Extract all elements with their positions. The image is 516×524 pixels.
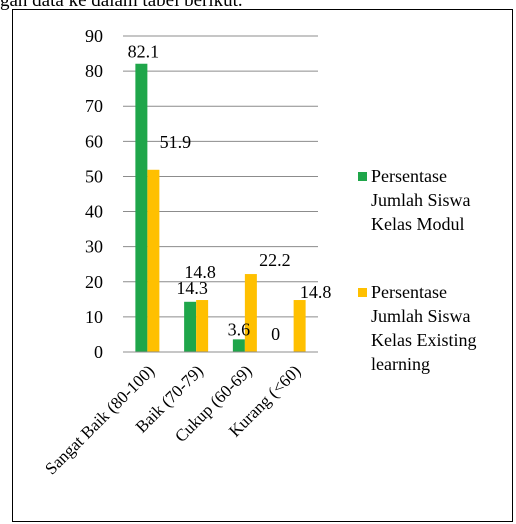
x-axis-category-labels: Sangat Baik (80-100)Baik (70-79)Cukup (6… (41, 361, 304, 478)
data-label-2-3: 22.2 (259, 250, 291, 270)
legend-label-line: Kelas Modul (371, 214, 465, 234)
legend-label-line: Kelas Existing (371, 330, 477, 350)
data-label-1-4: 0 (271, 324, 280, 344)
legend-swatch-1 (358, 172, 367, 181)
data-label-1-1: 82.1 (128, 42, 160, 62)
legend-swatch-2 (358, 288, 367, 297)
legend-label-line: learning (371, 354, 430, 374)
bars (135, 63, 306, 352)
y-axis-tick-labels: 0 10 20 30 40 50 60 70 80 90 (85, 26, 103, 362)
y-tick-label: 50 (85, 166, 103, 186)
y-tick-label: 70 (85, 96, 103, 116)
data-label-2-2: 14.8 (184, 262, 216, 282)
data-label-1-2: 14.3 (176, 278, 208, 298)
y-tick-label: 40 (85, 202, 103, 222)
y-tick-label: 20 (85, 272, 103, 292)
bar-1-1 (135, 63, 148, 352)
legend-label-line: Persentase (371, 282, 447, 302)
chart-frame (12, 9, 513, 522)
data-label-2-1: 51.9 (160, 132, 192, 152)
bar-2-3 (244, 274, 257, 352)
legend-label-line: Jumlah Siswa (371, 190, 471, 210)
y-tick-label: 10 (85, 307, 103, 327)
data-label-2-4: 14.8 (300, 282, 332, 302)
bar-1-2 (184, 301, 197, 352)
bar-2-4 (293, 300, 306, 352)
header-text-fragment: gan data ke dalam tabel berikut. (0, 0, 243, 11)
data-label-1-3: 3.6 (228, 319, 251, 339)
gridlines (123, 35, 318, 318)
y-tick-label: 30 (85, 237, 103, 257)
legend-label-line: Persentase (371, 166, 447, 186)
y-tick-label: 90 (85, 26, 103, 46)
y-tick-label: 60 (85, 131, 103, 151)
bar-1-3 (232, 339, 245, 352)
y-tick-label: 80 (85, 61, 103, 81)
bar-2-1 (147, 169, 160, 352)
legend: Persentase Jumlah Siswa Kelas Modul Persent… (358, 166, 477, 374)
bar-2-2 (196, 300, 209, 352)
legend-label-line: Jumlah Siswa (371, 306, 471, 326)
y-tick-label: 0 (94, 342, 103, 362)
